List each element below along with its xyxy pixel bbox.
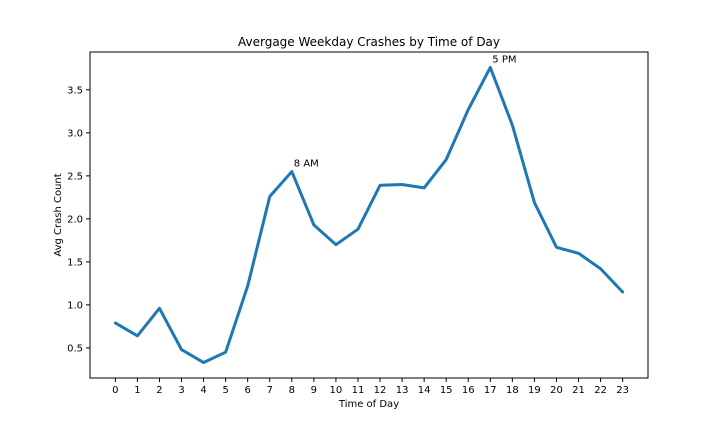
x-axis-title: Time of Day <box>338 399 399 410</box>
annotations: 8 AM 5 PM <box>294 54 517 169</box>
x-tick-label: 10 <box>330 385 343 396</box>
x-tick-label: 19 <box>528 385 541 396</box>
x-tick-label: 1 <box>134 385 140 396</box>
x-tick-label: 18 <box>506 385 519 396</box>
x-tick-label: 13 <box>396 385 409 396</box>
y-tick-label: 2.5 <box>67 171 83 182</box>
x-tick-label: 17 <box>484 385 497 396</box>
x-tick-label: 0 <box>112 385 118 396</box>
annotation-label: 5 PM <box>492 54 516 65</box>
x-tick-label: 23 <box>616 385 629 396</box>
y-tick-label: 1.0 <box>67 300 83 311</box>
x-tick-label: 14 <box>418 385 431 396</box>
x-tick-label: 9 <box>311 385 317 396</box>
y-tick-label: 3.0 <box>67 128 83 139</box>
y-tick-label: 2.0 <box>67 214 83 225</box>
x-tick-label: 21 <box>572 385 585 396</box>
x-tick-label: 8 <box>289 385 295 396</box>
x-tick-label: 4 <box>200 385 206 396</box>
series-line <box>113 65 625 365</box>
x-tick-label: 2 <box>156 385 162 396</box>
x-tick-label: 16 <box>462 385 475 396</box>
x-tick-label: 12 <box>374 385 387 396</box>
x-axis: 0 1 2 3 4 5 6 7 8 9 10 11 12 13 14 15 16 17 18 19 20 21 22 23 <box>112 378 629 396</box>
x-tick-label: 7 <box>267 385 273 396</box>
x-tick-label: 3 <box>178 385 184 396</box>
annotation-label: 8 AM <box>294 159 319 170</box>
x-tick-label: 11 <box>352 385 365 396</box>
x-tick-label: 6 <box>245 385 251 396</box>
x-tick-label: 20 <box>550 385 563 396</box>
x-tick-label: 15 <box>440 385 453 396</box>
y-tick-label: 0.5 <box>67 343 83 354</box>
x-tick-label: 5 <box>222 385 228 396</box>
plot-area <box>89 51 649 379</box>
y-axis-title: Avg Crash Count <box>53 173 64 256</box>
chart-title: Avergage Weekday Crashes by Time of Day <box>238 35 500 49</box>
y-tick-label: 1.5 <box>67 257 83 268</box>
y-tick-label: 3.5 <box>67 85 83 96</box>
y-axis: 0.5 1.0 1.5 2.0 2.5 3.0 3.5 <box>67 85 90 354</box>
x-tick-label: 22 <box>594 385 607 396</box>
